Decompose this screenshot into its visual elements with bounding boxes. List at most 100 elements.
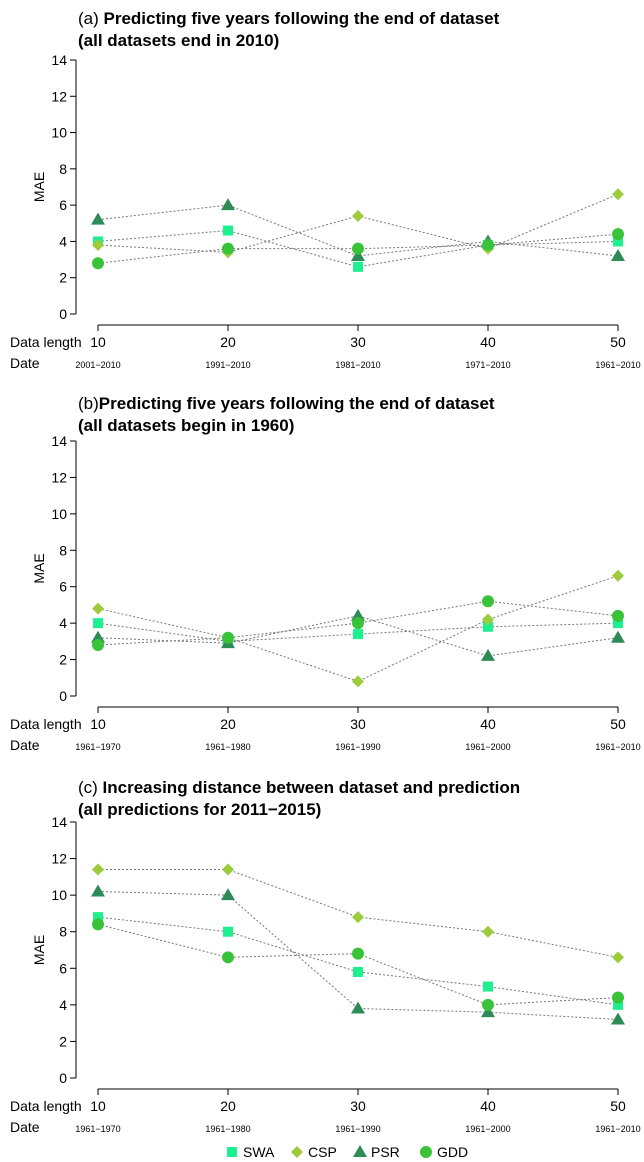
y-tick-label: 0 (59, 688, 67, 704)
x-tick-label: 10 (90, 1098, 106, 1114)
x-tick-label: 40 (480, 334, 496, 350)
x-tick-label: 50 (610, 716, 626, 732)
data-length-label: Data length (10, 334, 82, 350)
legend-marker-swa (227, 1147, 237, 1157)
point-csp (612, 188, 624, 201)
y-tick-label: 12 (51, 469, 67, 485)
y-tick-label: 14 (51, 814, 67, 830)
point-gdd (482, 998, 494, 1011)
y-tick-label: 6 (59, 197, 67, 213)
date-label: 1961−2010 (595, 360, 640, 370)
point-psr (91, 630, 105, 643)
y-tick-label: 4 (59, 997, 67, 1013)
legend-label-swa: SWA (243, 1144, 275, 1160)
point-csp (92, 863, 104, 876)
x-tick-label: 20 (220, 1098, 236, 1114)
y-tick-label: 4 (59, 615, 67, 631)
point-swa (223, 926, 233, 937)
point-swa (223, 225, 233, 236)
y-tick-label: 4 (59, 233, 67, 249)
chart-title-line2: (all predictions for 2011−2015) (78, 800, 321, 819)
date-row-label: Date (10, 1119, 40, 1135)
y-tick-label: 2 (59, 652, 67, 668)
point-gdd (222, 242, 234, 255)
chart-title-line1: (b)Predicting five years following the e… (78, 394, 495, 413)
date-label: 1961−1980 (205, 1124, 250, 1134)
point-gdd (612, 228, 624, 241)
y-tick-label: 10 (51, 506, 67, 522)
y-tick-label: 10 (51, 887, 67, 903)
point-swa (613, 618, 623, 629)
x-tick-label: 10 (90, 334, 106, 350)
chart-title-prefix: (c) (78, 778, 103, 797)
y-tick-label: 8 (59, 161, 67, 177)
point-csp (612, 569, 624, 582)
point-swa (353, 261, 363, 272)
y-tick-label: 12 (51, 88, 67, 104)
chart-title-prefix: (a) (78, 9, 104, 28)
point-psr (351, 248, 365, 261)
point-swa (483, 621, 493, 632)
chart-panel-2: (c) Increasing distance between dataset … (10, 778, 641, 1135)
series-line-swa (97, 916, 619, 1006)
x-tick-label: 20 (220, 334, 236, 350)
point-csp (352, 675, 364, 688)
point-psr (611, 1012, 625, 1025)
point-psr (351, 608, 365, 621)
point-csp (482, 613, 494, 626)
point-psr (91, 884, 105, 897)
y-tick-label: 6 (59, 579, 67, 595)
point-gdd (92, 639, 104, 651)
point-gdd (222, 631, 234, 644)
point-gdd (92, 257, 104, 270)
chart-title-line1: (c) Increasing distance between dataset … (78, 778, 520, 797)
point-swa (93, 912, 103, 923)
date-label: 1961−2000 (465, 1124, 510, 1134)
legend-marker-gdd (420, 1146, 432, 1158)
y-tick-label: 8 (59, 542, 67, 558)
y-tick-label: 0 (59, 1070, 67, 1086)
series-line-csp (97, 575, 619, 682)
point-psr (611, 248, 625, 261)
data-length-label: Data length (10, 716, 82, 732)
point-csp (612, 951, 624, 964)
chart-title-main: Predicting five years following the end … (104, 9, 500, 28)
point-psr (221, 888, 235, 901)
point-csp (222, 863, 234, 876)
legend-label-psr: PSR (371, 1144, 400, 1160)
x-tick-label: 10 (90, 716, 106, 732)
chart-title-prefix: (b) (78, 394, 99, 413)
date-label: 1961−1970 (75, 742, 120, 752)
point-csp (92, 602, 104, 615)
point-psr (221, 198, 235, 211)
y-tick-label: 2 (59, 1033, 67, 1049)
point-gdd (482, 239, 494, 252)
point-swa (353, 966, 363, 977)
legend-marker-csp (291, 1146, 303, 1158)
point-csp (92, 239, 104, 252)
y-tick-label: 2 (59, 270, 67, 286)
chart-panel-1: (b)Predicting five years following the e… (10, 394, 641, 753)
date-label: 2001−2010 (75, 360, 120, 370)
point-csp (352, 210, 364, 223)
point-csp (352, 911, 364, 924)
series-line-gdd (97, 923, 619, 1006)
chart-title-main: Predicting five years following the end … (99, 394, 495, 413)
y-tick-label: 12 (51, 851, 67, 867)
date-label: 1961−2000 (465, 742, 510, 752)
chart-title-line1: (a) Predicting five years following the … (78, 9, 500, 28)
y-tick-label: 8 (59, 924, 67, 940)
chart-title-line2: (all datasets begin in 1960) (78, 416, 294, 435)
legend-marker-psr (353, 1145, 367, 1157)
date-label: 1961−2010 (595, 742, 640, 752)
x-tick-label: 30 (350, 334, 366, 350)
y-tick-label: 14 (51, 52, 67, 68)
date-label: 1981−2010 (335, 360, 380, 370)
point-gdd (92, 918, 104, 931)
date-row-label: Date (10, 737, 40, 753)
point-psr (611, 630, 625, 643)
chart-title-line2: (all datasets end in 2010) (78, 31, 279, 50)
y-tick-label: 6 (59, 960, 67, 976)
legend: SWA CSP PSR GDD (227, 1144, 468, 1160)
